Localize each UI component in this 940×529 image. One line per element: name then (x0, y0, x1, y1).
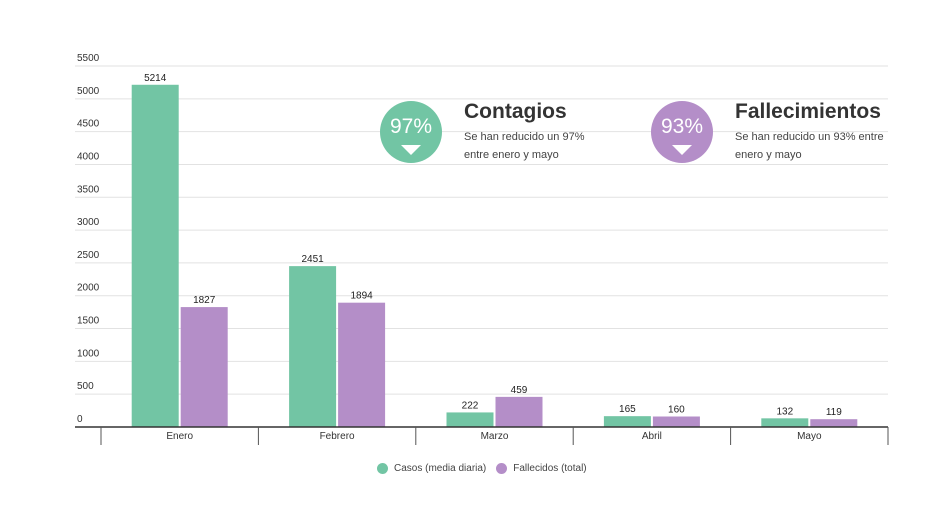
y-tick-label: 1500 (77, 316, 100, 327)
x-tick-label: Marzo (481, 431, 509, 442)
bar-casos (289, 266, 337, 427)
legend-swatch-fallecidos (496, 463, 508, 474)
y-tick-label: 500 (77, 381, 94, 392)
legend-label-casos: Casos (media diaria) (394, 463, 487, 474)
data-label: 5214 (144, 73, 167, 84)
fallecimientos-description: Se han reducido un 93% entre enero y may… (735, 131, 884, 161)
x-tick-label: Febrero (320, 431, 355, 442)
contagios-badge: 97% (380, 101, 442, 163)
y-tick-label: 3000 (77, 217, 100, 228)
contagios-title: Contagios (464, 100, 567, 123)
y-tick-label: 3500 (77, 184, 100, 195)
bar-fallecidos (652, 416, 700, 427)
data-label: 2451 (301, 254, 324, 265)
x-tick-label: Abril (642, 431, 662, 442)
data-label: 1894 (350, 291, 373, 302)
legend: Casos (media diaria) Fallecidos (total) (377, 463, 587, 474)
bar-fallecidos (810, 419, 858, 427)
y-tick-label: 5000 (77, 86, 100, 97)
y-tick-label: 0 (77, 414, 83, 425)
data-label: 160 (668, 404, 685, 415)
contagios-percent: 97% (389, 115, 433, 138)
data-label: 1827 (193, 295, 216, 306)
y-tick-label: 1000 (77, 348, 100, 359)
bar-fallecidos (495, 396, 543, 427)
data-label: 165 (619, 404, 636, 415)
y-tick-label: 5500 (77, 53, 100, 64)
triangle-down-icon (672, 145, 692, 155)
legend-label-fallecidos: Fallecidos (total) (513, 463, 587, 474)
x-tick-label: Enero (166, 431, 193, 442)
bar-casos (131, 84, 179, 427)
bar-fallecidos (338, 302, 386, 427)
legend-swatch-casos (377, 463, 388, 474)
bar-casos (446, 412, 494, 427)
y-tick-label: 4000 (77, 151, 100, 162)
fallecimientos-badge: 93% (651, 101, 713, 163)
contagios-description: Se han reducido un 97% entre enero y may… (464, 131, 585, 161)
y-tick-label: 4500 (77, 119, 100, 130)
bar-fallecidos (180, 307, 228, 427)
fallecimientos-percent: 93% (660, 115, 704, 138)
bar-casos (603, 416, 651, 427)
data-label: 459 (511, 385, 528, 396)
y-tick-label: 2500 (77, 250, 100, 261)
fallecimientos-title: Fallecimientos (735, 100, 881, 123)
data-label: 119 (826, 407, 842, 418)
x-tick-label: Mayo (797, 431, 822, 442)
triangle-down-icon (401, 145, 421, 155)
y-tick-label: 2000 (77, 283, 100, 294)
data-label: 132 (776, 406, 793, 417)
data-label: 222 (462, 400, 479, 411)
bar-casos (761, 418, 809, 427)
